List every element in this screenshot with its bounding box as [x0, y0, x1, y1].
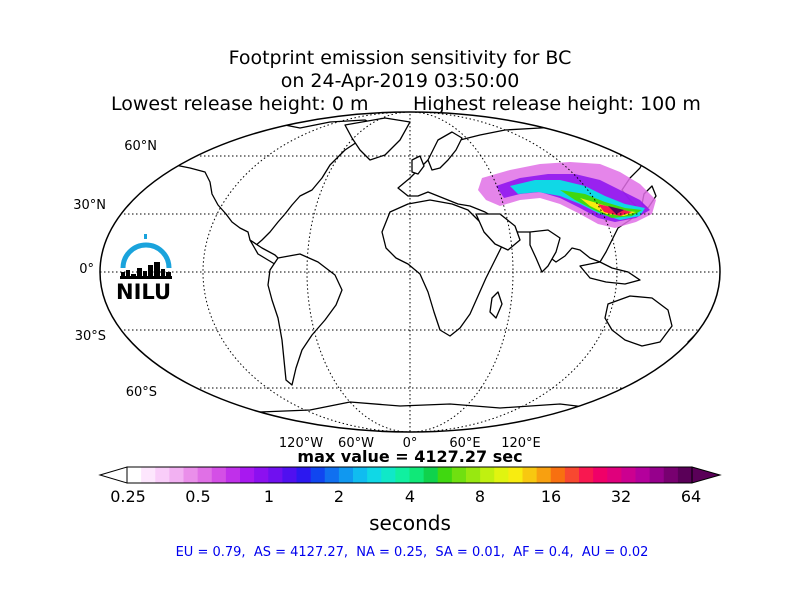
- south-america: [267, 253, 343, 386]
- colorbar-cell: [480, 467, 495, 483]
- title-line-2: on 24-Apr-2019 03:50:00: [280, 70, 520, 92]
- lat-label-30s: 30°S: [74, 329, 106, 344]
- africa: [381, 199, 503, 337]
- colorbar-cell: [395, 467, 411, 483]
- colorbar-tick-0.25: 0.25: [110, 487, 146, 506]
- colorbar-units-label: seconds: [369, 511, 451, 535]
- colorbar-cell: [508, 467, 524, 483]
- british-isles: [411, 155, 425, 175]
- lon-label-120e: 120°E: [501, 436, 541, 451]
- colorbar-tick-64: 64: [680, 487, 702, 506]
- arabia: [475, 213, 521, 251]
- colorbar-cell: [127, 467, 142, 483]
- colorbar-cell: [437, 467, 453, 483]
- graticule: [100, 112, 720, 432]
- colorbar-cell: [310, 467, 326, 483]
- plume-core: [608, 206, 624, 214]
- colorbar-tick-8: 8: [474, 487, 486, 506]
- australia: [604, 295, 673, 347]
- scandinavia: [427, 131, 463, 171]
- colorbar-cells: [127, 467, 693, 483]
- lat-label-60s: 60°S: [125, 385, 157, 400]
- colorbar-cell: [211, 467, 227, 483]
- madagascar: [489, 291, 503, 319]
- colorbar-cell: [579, 467, 594, 483]
- colorbar-tick-4: 4: [404, 487, 416, 506]
- colorbar-cell: [324, 467, 340, 483]
- colorbar-cell: [155, 467, 170, 483]
- colorbar-cell: [296, 467, 312, 483]
- region-summary: EU = 0.79, AS = 4127.27, NA = 0.25, SA =…: [175, 545, 649, 560]
- colorbar-cell: [635, 467, 651, 483]
- colorbar-cell: [550, 467, 566, 483]
- colorbar-cell: [649, 467, 665, 483]
- colorbar-cell: [621, 467, 637, 483]
- colorbar-cell: [338, 467, 354, 483]
- colorbar-cell: [409, 467, 425, 483]
- southeast-asia-islands: [579, 261, 641, 285]
- meridian-60: [306, 112, 514, 432]
- greenland: [344, 117, 411, 161]
- colorbar-cell: [282, 467, 298, 483]
- colorbar-max-extend: [691, 466, 722, 484]
- colorbar-cell: [197, 467, 213, 483]
- colorbar-cell: [451, 467, 467, 483]
- colorbar-cell: [141, 467, 156, 483]
- colorbar-cell: [423, 467, 439, 483]
- colorbar-min-extend: [98, 466, 128, 484]
- colorbar-cell: [494, 467, 509, 483]
- colorbar-tick-16: 16: [540, 487, 562, 506]
- max-value-label: max value = 4127.27 sec: [297, 447, 523, 466]
- title-line-3-left: Lowest release height: 0 m: [111, 93, 369, 115]
- lon-label-120w: 120°W: [278, 436, 324, 451]
- colorbar-cell: [225, 467, 241, 483]
- colorbar-tick-1: 1: [263, 487, 275, 506]
- colorbar-cell: [466, 467, 481, 483]
- meridian-120: [202, 112, 618, 432]
- colorbar-cell: [536, 467, 552, 483]
- lat-label-30n: 30°N: [73, 198, 106, 213]
- colorbar-cell: [240, 467, 255, 483]
- lon-label-60w: 60°W: [338, 436, 374, 451]
- lon-label-0: 0°: [402, 436, 418, 451]
- lon-label-60e: 60°E: [449, 436, 481, 451]
- emission-plume: [478, 162, 656, 228]
- lat-label-60n: 60°N: [124, 139, 157, 154]
- colorbar-tick-32: 32: [610, 487, 632, 506]
- colorbar-cell: [268, 467, 283, 483]
- colorbar-cell: [367, 467, 382, 483]
- colorbar-cell: [522, 467, 538, 483]
- colorbar-tick-0.5: 0.5: [185, 487, 211, 506]
- colorbar-cell: [183, 467, 199, 483]
- nilu-arc-skyline-icon: [120, 234, 172, 279]
- globe-outline: [99, 111, 721, 433]
- colorbar-cell: [593, 467, 608, 483]
- colorbar-cell: [564, 467, 580, 483]
- lat-label-0: 0°: [79, 262, 94, 277]
- colorbar-cell: [663, 467, 679, 483]
- colorbar-tick-2: 2: [333, 487, 345, 506]
- india: [529, 229, 561, 273]
- colorbar-frame: [126, 466, 693, 484]
- colorbar-cell: [381, 467, 396, 483]
- colorbar-cell: [677, 467, 693, 483]
- colorbar-cell: [353, 467, 368, 483]
- colorbar-cell: [169, 467, 185, 483]
- title-line-3-right: Highest release height: 100 m: [413, 93, 701, 115]
- title-line-1: Footprint emission sensitivity for BC: [228, 47, 572, 69]
- colorbar-cell: [254, 467, 269, 483]
- nilu-logo-text: NILU: [116, 280, 172, 304]
- colorbar-cell: [607, 467, 622, 483]
